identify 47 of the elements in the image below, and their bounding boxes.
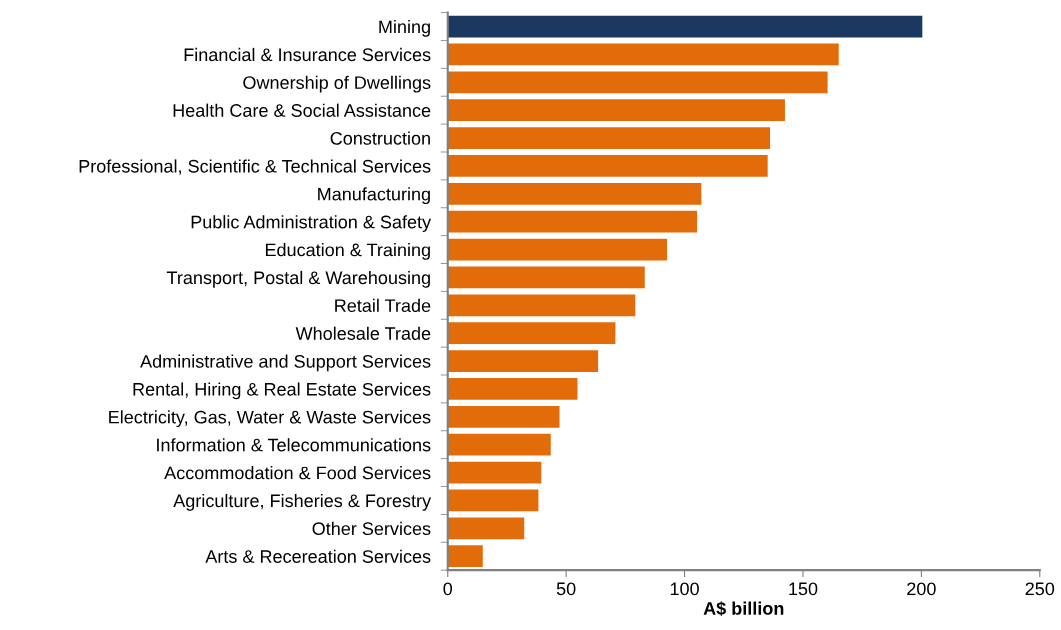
x-tick-label: 50: [556, 582, 576, 596]
bar: [447, 99, 785, 122]
bar: [447, 182, 702, 205]
y-tick-label: Accommodation & Food Services: [164, 466, 431, 480]
y-tick-label: Retail Trade: [335, 298, 431, 313]
bar: [447, 322, 616, 345]
bar: [447, 350, 599, 372]
bar: [447, 461, 542, 484]
x-tick-label: 0: [443, 582, 453, 596]
y-tick-label: Professional, Scientific & Technical Services: [79, 159, 431, 175]
x-axis-title: A$ billion: [703, 601, 784, 616]
y-tick-label: Public Administration & Safety: [191, 215, 432, 232]
bar: [447, 127, 771, 149]
x-tick-label: 150: [789, 582, 818, 596]
bar: [447, 238, 668, 261]
y-tick-label: Financial & Insurance Services: [184, 47, 431, 62]
bar: [447, 489, 539, 512]
bar: [447, 378, 578, 400]
bar: [447, 15, 923, 38]
bar: [447, 294, 636, 317]
bar: [447, 433, 551, 456]
x-tick-label: 100: [670, 582, 699, 596]
y-tick-label: Agriculture, Fisheries & Forestry: [173, 493, 432, 511]
x-tick-label: 250: [1025, 582, 1055, 596]
y-tick-label: Construction: [330, 131, 430, 145]
y-tick-label: Wholesale Trade: [295, 326, 431, 340]
y-tick-label: Administrative and Support Services: [140, 354, 431, 372]
bar: [447, 43, 839, 66]
bar: [447, 545, 483, 568]
y-tick-label: Education & Training: [265, 243, 430, 260]
y-tick-label: Arts & Recereation Services: [205, 549, 431, 563]
bar: [447, 210, 698, 233]
y-tick-label: Other Services: [312, 521, 431, 536]
y-tick-label: Transport, Postal & Warehousing: [166, 270, 430, 288]
bar: [447, 405, 560, 428]
y-tick-label: Rental, Hiring & Real Estate Services: [133, 382, 431, 400]
y-tick-label: Ownership of Dwellings: [243, 75, 431, 93]
bar: [447, 71, 828, 94]
y-tick-label: Electricity, Gas, Water & Waste Services: [109, 410, 431, 428]
y-tick-label: Information & Telecommunications: [157, 438, 431, 452]
bar: [447, 266, 645, 289]
x-tick-label: 200: [907, 582, 936, 596]
bar: [447, 517, 525, 540]
bar: [447, 155, 768, 177]
y-tick-label: Manufacturing: [318, 187, 430, 205]
y-tick-label: Health Care & Social Assistance: [173, 103, 431, 117]
y-tick-label: Mining: [379, 20, 430, 37]
